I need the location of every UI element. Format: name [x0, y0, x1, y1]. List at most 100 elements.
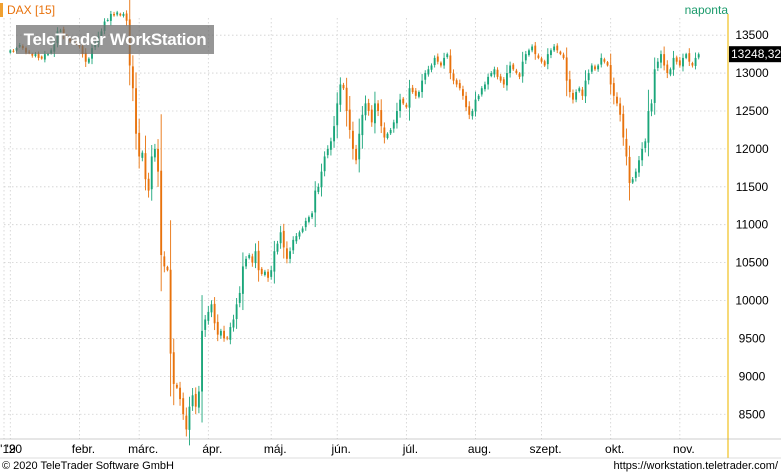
- candle-body: [345, 87, 348, 111]
- candle-body: [373, 103, 376, 124]
- candle-body: [223, 330, 225, 339]
- candle-body: [515, 70, 518, 74]
- candle-body: [647, 110, 650, 143]
- candle-body: [581, 89, 584, 96]
- candle-body: [628, 156, 631, 184]
- candle-body: [125, 13, 128, 21]
- candle-body: [625, 138, 628, 157]
- candle-body: [251, 256, 254, 263]
- candle-body: [540, 58, 543, 62]
- candle-body: [289, 251, 291, 259]
- candle-body: [631, 179, 634, 183]
- candle-body: [546, 54, 549, 65]
- candle-body: [194, 393, 197, 407]
- candle-body: [282, 230, 285, 248]
- candle-body: [697, 54, 700, 58]
- candle-body: [304, 220, 307, 228]
- candle-body: [424, 73, 427, 80]
- candle-body: [213, 303, 216, 324]
- candle-body: [638, 160, 640, 173]
- candle-body: [238, 292, 241, 303]
- candle-body: [487, 76, 490, 85]
- candle-body: [660, 54, 662, 63]
- y-tick-label: 10500: [735, 256, 769, 270]
- x-tick-label: '20: [6, 442, 22, 456]
- candle-body: [333, 126, 336, 142]
- candle-body: [493, 69, 496, 75]
- candle-body: [405, 104, 408, 108]
- last-price-label: 13248,32: [731, 47, 781, 61]
- candle-body: [204, 319, 207, 330]
- candle-body: [241, 266, 244, 294]
- candle-body: [34, 54, 37, 57]
- candle-body: [685, 54, 688, 58]
- candle-body: [188, 406, 191, 430]
- candle-body: [386, 133, 389, 138]
- candle-layer: [9, 0, 700, 446]
- candle-body: [109, 13, 112, 21]
- candle-body: [370, 109, 373, 123]
- candle-body: [197, 391, 200, 408]
- candle-body: [559, 51, 562, 55]
- y-tick-label: 11500: [736, 180, 769, 194]
- y-tick-label: 13000: [735, 66, 769, 80]
- candle-body: [326, 148, 329, 156]
- candle-body: [449, 55, 452, 74]
- candle-body: [185, 415, 188, 430]
- candle-body: [339, 84, 342, 105]
- candle-body: [656, 61, 659, 68]
- candle-body: [688, 53, 691, 62]
- symbol-label[interactable]: DAX [15]: [7, 3, 56, 17]
- candle-body: [364, 103, 367, 116]
- candle-body: [166, 266, 169, 271]
- candle-body: [597, 65, 600, 70]
- candle-body: [292, 239, 295, 251]
- candle-body: [260, 268, 263, 274]
- last-price-tag: [729, 46, 781, 63]
- candle-body: [575, 92, 578, 100]
- candle-body: [175, 384, 178, 388]
- x-tick-label: jún.: [331, 442, 351, 456]
- candle-body: [578, 88, 581, 92]
- footer-url[interactable]: https://workstation.teletrader.com/: [613, 460, 778, 472]
- candle-body: [31, 53, 34, 56]
- y-tick-label: 9500: [739, 331, 766, 345]
- candle-body: [644, 141, 647, 148]
- candle-body: [207, 311, 210, 321]
- candle-body: [84, 52, 87, 62]
- candle-body: [191, 395, 194, 407]
- x-tick-label: aug.: [468, 442, 491, 456]
- candle-body: [622, 113, 625, 138]
- candle-body: [43, 54, 46, 60]
- x-tick-label: szept.: [530, 442, 562, 456]
- candle-body: [650, 103, 653, 112]
- candle-body: [273, 251, 276, 272]
- candle-body: [119, 13, 122, 16]
- candle-body: [427, 69, 430, 75]
- candle-body: [113, 13, 115, 16]
- candle-body: [131, 66, 134, 89]
- candle-body: [377, 103, 380, 111]
- candle-body: [87, 58, 90, 63]
- candle-body: [694, 57, 697, 66]
- candle-body: [314, 190, 317, 213]
- candle-body: [122, 13, 125, 16]
- candle-body: [311, 213, 314, 218]
- candle-body: [490, 73, 493, 76]
- candle-body: [471, 110, 474, 117]
- candle-body: [395, 110, 398, 124]
- footer-copyright: © 2020 TeleTrader Software GmbH: [2, 460, 174, 472]
- interval-label[interactable]: naponta: [684, 3, 728, 17]
- candle-body: [531, 46, 534, 51]
- candle-body: [477, 95, 480, 100]
- candle-body: [484, 84, 486, 90]
- candle-body: [157, 148, 159, 172]
- candle-body: [263, 271, 266, 275]
- candle-body: [201, 330, 203, 392]
- candle-body: [172, 352, 175, 384]
- candle-body: [653, 69, 656, 103]
- candle-body: [443, 57, 446, 66]
- candle-body: [267, 271, 269, 278]
- candle-body: [254, 251, 257, 264]
